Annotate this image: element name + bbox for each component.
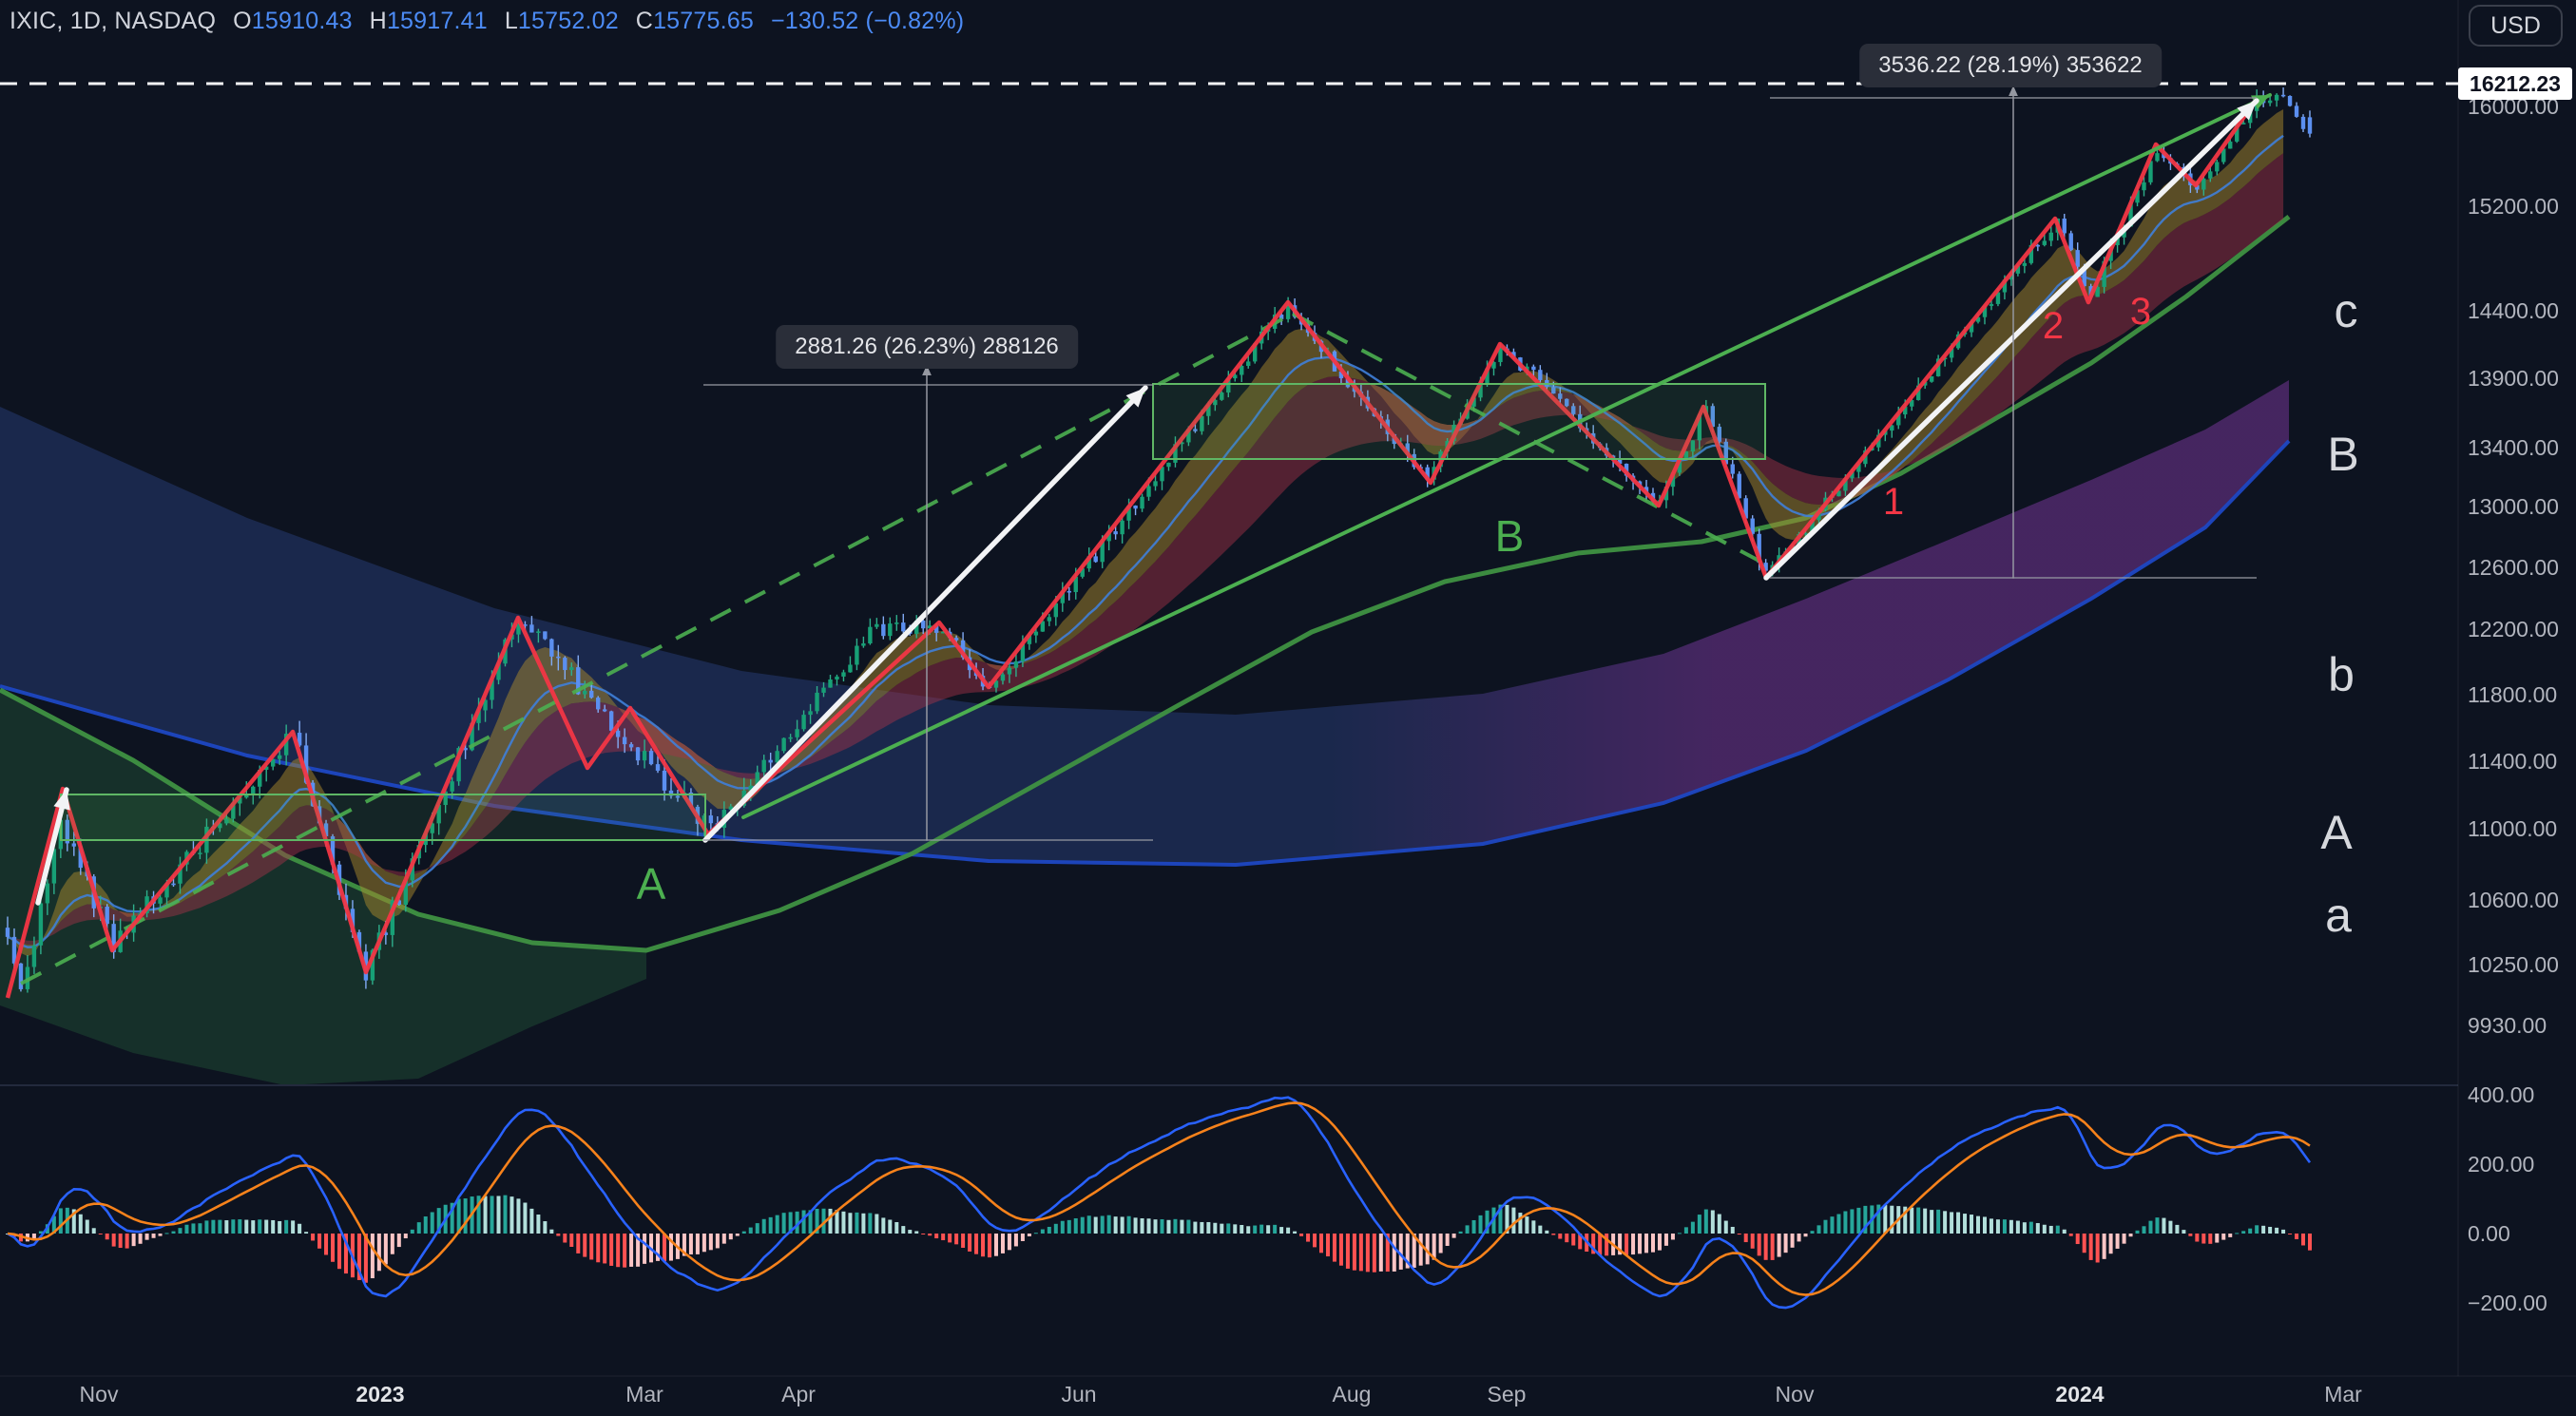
price-tick: −200.00 [2468, 1291, 2547, 1315]
price-tick: 11000.00 [2468, 816, 2558, 841]
price-tick: 9930.00 [2468, 1013, 2547, 1038]
wave-label-A[interactable]: A [636, 859, 666, 909]
price-tick: 10600.00 [2468, 888, 2559, 912]
time-tick: Mar [625, 1382, 663, 1406]
ohlc-low: L15752.02 [504, 8, 619, 34]
price-tick: 13400.00 [2468, 435, 2559, 460]
price-tick: 0.00 [2468, 1221, 2510, 1246]
wave-label-b[interactable]: b [2328, 648, 2355, 701]
price-tick: 12200.00 [2468, 617, 2559, 641]
price-tick: 400.00 [2468, 1082, 2535, 1107]
wave-label-c[interactable]: c [2334, 284, 2358, 337]
time-tick: Jun [1061, 1382, 1097, 1406]
ohlc-close: C15775.65 [635, 8, 754, 34]
wave-label-B[interactable]: B [2327, 428, 2359, 481]
price-tick: 13900.00 [2468, 366, 2559, 391]
wave-label-B[interactable]: B [1494, 511, 1525, 561]
time-tick: 2024 [2055, 1382, 2105, 1406]
symbol-legend: IXIC, 1D, NASDAQ O15910.43 H15917.41 L15752… [10, 8, 964, 35]
wave-label-3[interactable]: 3 [2129, 291, 2152, 333]
change-readout: −130.52 (−0.82%) [770, 8, 965, 34]
current-price-label: 16212.23 [2458, 67, 2572, 100]
price-tick: 10250.00 [2468, 952, 2559, 977]
price-tick: 12600.00 [2468, 555, 2559, 580]
time-tick: Apr [781, 1382, 816, 1406]
measurement-label[interactable]: 2881.26 (26.23%) 288126 [776, 325, 1078, 369]
time-tick: Mar [2324, 1382, 2362, 1406]
price-tick: 200.00 [2468, 1152, 2535, 1177]
wave-label-A[interactable]: A [2320, 806, 2353, 859]
price-tick: 15200.00 [2468, 194, 2559, 219]
wave-label-a[interactable]: a [2325, 889, 2352, 942]
ohlc-high: H15917.41 [369, 8, 488, 34]
time-tick: Nov [1775, 1382, 1815, 1406]
price-tick: 14400.00 [2468, 298, 2559, 323]
ohlc-open: O15910.43 [233, 8, 353, 34]
currency-toggle-button[interactable]: USD [2469, 5, 2563, 47]
time-tick: Aug [1332, 1382, 1372, 1406]
time-tick: Nov [79, 1382, 119, 1406]
price-tick: 11800.00 [2468, 682, 2558, 707]
wave-label-1[interactable]: 1 [1882, 481, 1905, 523]
time-tick: Sep [1487, 1382, 1527, 1406]
price-tick: 11400.00 [2468, 749, 2558, 774]
symbol-title[interactable]: IXIC, 1D, NASDAQ [10, 8, 217, 34]
price-tick: 13000.00 [2468, 494, 2559, 519]
wave-label-2[interactable]: 2 [2042, 305, 2065, 347]
time-tick: 2023 [356, 1382, 405, 1406]
measurement-label[interactable]: 3536.22 (28.19%) 353622 [1859, 44, 2162, 87]
